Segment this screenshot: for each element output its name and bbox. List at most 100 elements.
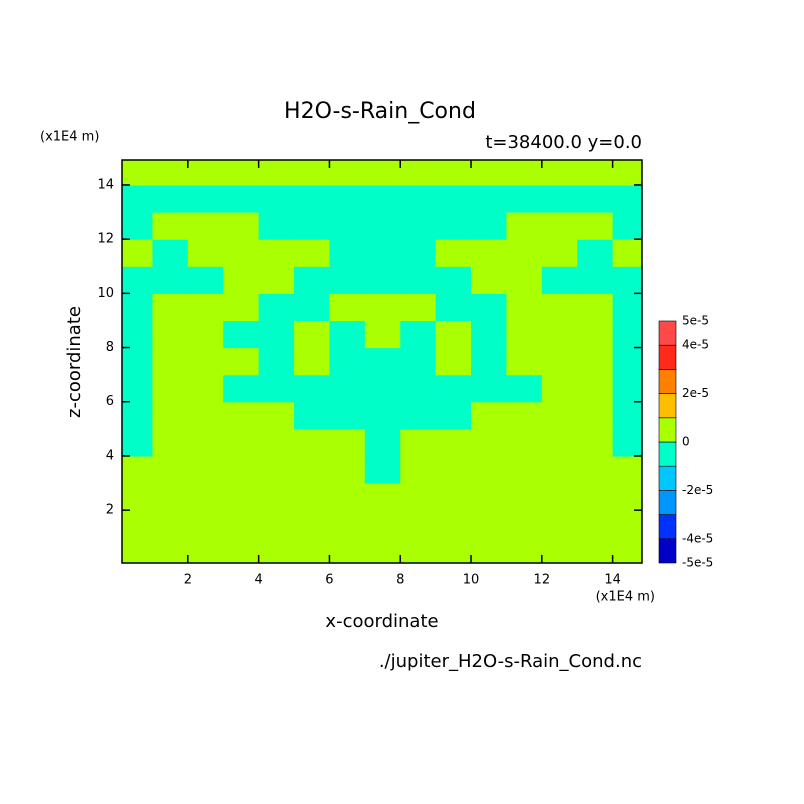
cell xyxy=(294,537,331,563)
cell xyxy=(400,239,437,267)
cell xyxy=(471,212,508,240)
cell xyxy=(258,537,295,563)
cell xyxy=(152,184,189,213)
cell xyxy=(152,428,189,457)
cell xyxy=(577,320,614,349)
cell xyxy=(152,266,189,294)
cell xyxy=(122,401,154,430)
cell xyxy=(506,293,543,322)
chart-title: H2O-s-Rain_Cond xyxy=(284,99,476,124)
cell xyxy=(541,483,578,511)
cell xyxy=(187,239,224,267)
cell xyxy=(400,428,437,457)
cell xyxy=(122,320,154,349)
cell xyxy=(364,184,401,213)
cell xyxy=(152,239,189,267)
cell xyxy=(471,347,508,376)
colorbar-bin xyxy=(658,417,677,443)
cell xyxy=(122,184,154,213)
y-tick-label: 14 xyxy=(97,177,114,192)
cell xyxy=(577,455,614,484)
cell xyxy=(577,510,614,538)
colorbar-bin xyxy=(658,393,677,419)
cell xyxy=(258,293,295,322)
cell xyxy=(187,428,224,457)
colorbar-label: -4e-5 xyxy=(682,531,713,545)
cell xyxy=(187,266,224,294)
cell xyxy=(471,184,508,213)
cell xyxy=(471,320,508,349)
cell xyxy=(122,266,154,294)
colorbar-label: -5e-5 xyxy=(682,556,713,570)
cell xyxy=(294,455,331,484)
cell xyxy=(294,293,331,322)
cell xyxy=(435,483,472,511)
cell xyxy=(612,510,642,538)
cell xyxy=(152,212,189,240)
cell xyxy=(435,293,472,322)
cell xyxy=(258,510,295,538)
cell xyxy=(223,483,260,511)
cell xyxy=(223,455,260,484)
cell xyxy=(152,455,189,484)
cell xyxy=(577,401,614,430)
cell xyxy=(329,374,366,403)
cell xyxy=(541,428,578,457)
cell xyxy=(122,212,154,240)
cell xyxy=(612,347,642,376)
cell xyxy=(364,239,401,267)
cell xyxy=(612,320,642,349)
cell xyxy=(258,266,295,294)
cell xyxy=(258,428,295,457)
x-tick-label: 14 xyxy=(604,573,621,588)
cell xyxy=(122,483,154,511)
cell xyxy=(294,184,331,213)
cell xyxy=(187,510,224,538)
plot-frame xyxy=(121,159,643,564)
cell xyxy=(541,374,578,403)
cell xyxy=(258,401,295,430)
cell xyxy=(258,160,295,186)
cell xyxy=(223,293,260,322)
cell xyxy=(223,537,260,563)
cell xyxy=(435,428,472,457)
cell xyxy=(223,320,260,349)
cell xyxy=(541,266,578,294)
cell xyxy=(122,293,154,322)
cell xyxy=(577,160,614,186)
cell xyxy=(152,537,189,563)
field xyxy=(122,160,642,563)
y-tick-label: 6 xyxy=(106,394,114,409)
cell xyxy=(223,184,260,213)
cell xyxy=(471,537,508,563)
cell xyxy=(541,212,578,240)
cell xyxy=(329,184,366,213)
cell xyxy=(329,510,366,538)
cell xyxy=(400,483,437,511)
x-tick-label: 6 xyxy=(325,573,333,588)
cell xyxy=(577,483,614,511)
cell xyxy=(223,347,260,376)
cell xyxy=(400,266,437,294)
cell xyxy=(400,510,437,538)
cell xyxy=(612,483,642,511)
x-unit: (x1E4 m) xyxy=(596,590,655,605)
cell xyxy=(364,266,401,294)
cell xyxy=(506,428,543,457)
cell xyxy=(471,455,508,484)
cell xyxy=(435,160,472,186)
cell xyxy=(541,293,578,322)
cell xyxy=(294,266,331,294)
cell xyxy=(294,320,331,349)
cell xyxy=(471,239,508,267)
cell xyxy=(122,160,154,186)
cell xyxy=(329,160,366,186)
cell xyxy=(329,455,366,484)
colorbar-label: 2e-5 xyxy=(682,386,709,400)
cell xyxy=(435,455,472,484)
cell xyxy=(329,239,366,267)
x-tick-label: 12 xyxy=(534,573,551,588)
cell xyxy=(294,374,331,403)
cell xyxy=(223,374,260,403)
cell xyxy=(506,483,543,511)
